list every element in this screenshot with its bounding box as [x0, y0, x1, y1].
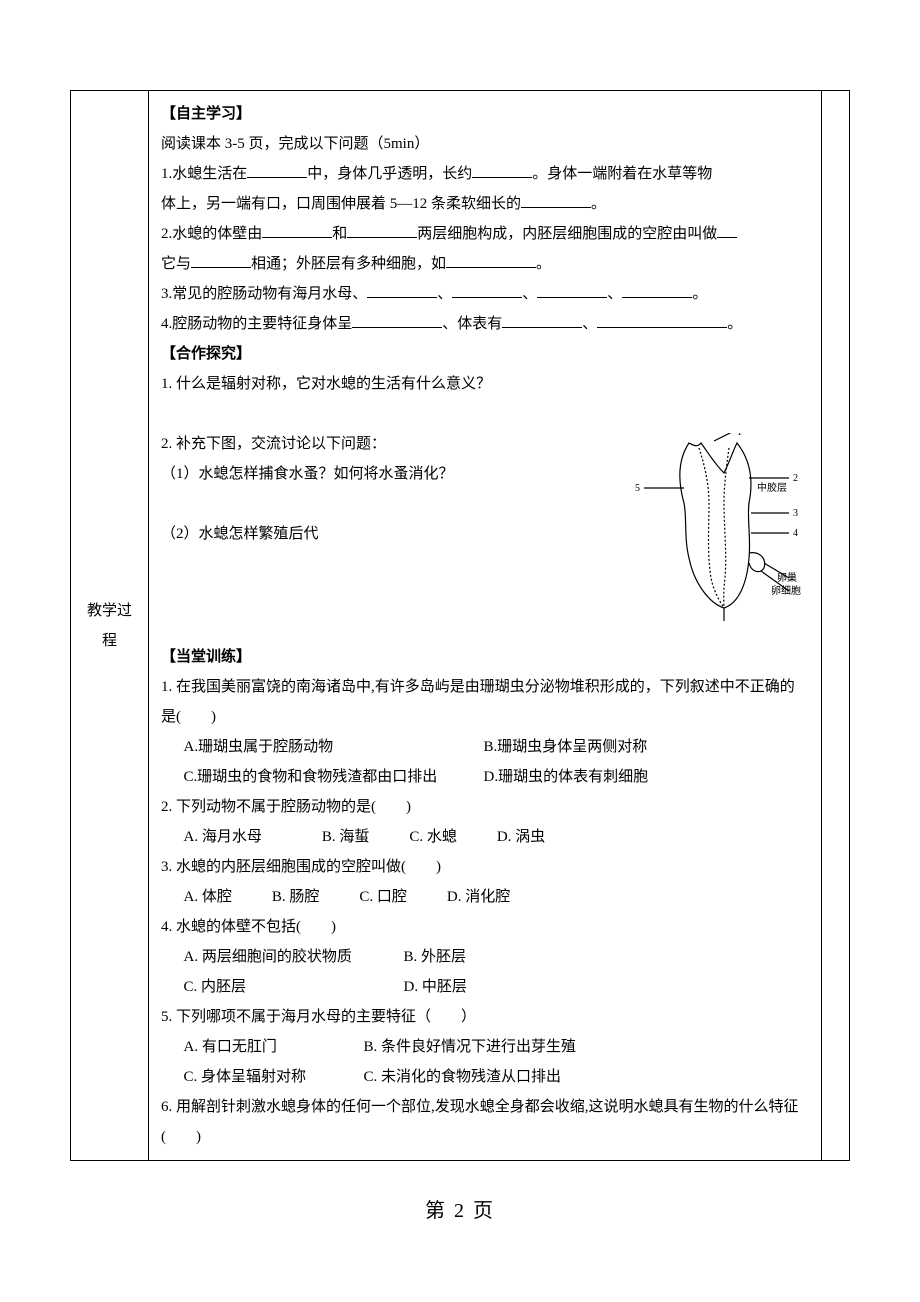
- opt-d: D. 中胚层: [404, 972, 467, 1002]
- diagram-label-4: 4: [793, 528, 798, 539]
- lesson-table: 教学过程 【自主学习】 阅读课本 3-5 页，完成以下问题（5min） 1.水螅…: [70, 90, 850, 1161]
- s3-q3-row: A. 体腔 B. 肠腔 C. 口腔 D. 消化腔: [161, 882, 809, 912]
- text: 。: [591, 196, 606, 212]
- diagram-label-egg: 卵细胞: [771, 584, 801, 597]
- s1-q1-l2: 体上，另一端有口，口周围伸展着 5—12 条柔软细长的 。: [161, 189, 809, 219]
- section-1-heading: 【自主学习】: [161, 99, 809, 129]
- text: 4.腔肠动物的主要特征身体呈: [161, 316, 352, 332]
- diagram-label-mid: 中胶层: [757, 481, 787, 494]
- s1-q4: 4.腔肠动物的主要特征身体呈 、体表有 、 。: [161, 309, 809, 339]
- blank: [717, 223, 737, 238]
- blank: [352, 313, 442, 328]
- section-2-heading: 【合作探究】: [161, 339, 809, 369]
- hydra-svg: 1 2 中胶层 3 4 5 卵巢 卵细胞: [629, 433, 809, 623]
- opt-c: C. 内胚层: [184, 972, 404, 1002]
- s1-intro: 阅读课本 3-5 页，完成以下问题（5min）: [161, 129, 809, 159]
- text: 。: [536, 256, 551, 272]
- text: 两层细胞构成，内胚层细胞围成的空腔由叫做: [417, 226, 717, 242]
- s3-q1-row1: A.珊瑚虫属于腔肠动物B.珊瑚虫身体呈两侧对称: [161, 732, 809, 762]
- spacer: [161, 399, 809, 429]
- opt-c: C. 水螅: [409, 822, 457, 852]
- s3-q6: 6. 用解剖针刺激水螅身体的任何一个部位,发现水螅全身都会收缩,这说明水螅具有生…: [161, 1092, 809, 1152]
- section-3-heading: 【当堂训练】: [161, 642, 809, 672]
- opt-b: B. 肠腔: [272, 882, 320, 912]
- opt-b: B. 外胚层: [404, 942, 467, 972]
- opt-a: A. 有口无肛门: [184, 1032, 364, 1062]
- opt-d: D.珊瑚虫的体表有刺细胞: [484, 762, 649, 792]
- text: 相通；外胚层有多种细胞，如: [251, 256, 446, 272]
- opt-b: B.珊瑚虫身体呈两侧对称: [484, 732, 648, 762]
- blank: [597, 313, 727, 328]
- opt-a: A. 两层细胞间的胶状物质: [184, 942, 404, 972]
- s3-q4-row2: C. 内胚层D. 中胚层: [161, 972, 809, 1002]
- s3-q5-row2: C. 身体呈辐射对称C. 未消化的食物残渣从口排出: [161, 1062, 809, 1092]
- blank: [347, 223, 417, 238]
- blank: [521, 193, 591, 208]
- text: 中，身体几乎透明，长约: [307, 166, 472, 182]
- text: 、体表有: [442, 316, 502, 332]
- right-margin-cell: [822, 91, 850, 1161]
- text: 2.水螅的体壁由: [161, 226, 262, 242]
- text: 体上，另一端有口，口周围伸展着 5—12 条柔软细长的: [161, 196, 521, 212]
- s3-q2: 2. 下列动物不属于腔肠动物的是( ): [161, 792, 809, 822]
- s3-q1: 1. 在我国美丽富饶的南海诸岛中,有许多岛屿是由珊瑚虫分泌物堆积形成的，下列叙述…: [161, 672, 809, 732]
- left-label-cell: 教学过程: [71, 91, 149, 1161]
- text: 、: [437, 286, 452, 302]
- opt-d: C. 未消化的食物残渣从口排出: [364, 1062, 562, 1092]
- blank: [622, 283, 692, 298]
- diagram-label-ovary: 卵巢: [777, 571, 797, 584]
- left-label: 教学过程: [87, 603, 132, 649]
- s2-q1: 1. 什么是辐射对称，它对水螅的生活有什么意义？: [161, 369, 809, 399]
- text: 1.水螅生活在: [161, 166, 247, 182]
- blank: [537, 283, 607, 298]
- text: 、: [522, 286, 537, 302]
- blank: [472, 163, 532, 178]
- opt-b: B. 海蜇: [322, 822, 370, 852]
- content-cell: 【自主学习】 阅读课本 3-5 页，完成以下问题（5min） 1.水螅生活在 中，…: [149, 91, 822, 1161]
- blank: [502, 313, 582, 328]
- opt-d: D. 涡虫: [497, 822, 545, 852]
- text: 、: [607, 286, 622, 302]
- diagram-label-1: 1: [737, 433, 742, 438]
- opt-a: A. 海月水母: [184, 822, 262, 852]
- s3-q4: 4. 水螅的体壁不包括( ): [161, 912, 809, 942]
- blank: [452, 283, 522, 298]
- opt-a: A.珊瑚虫属于腔肠动物: [184, 732, 484, 762]
- s3-q2-row: A. 海月水母 B. 海蜇 C. 水螅 D. 涡虫: [161, 822, 809, 852]
- text: 3.常见的腔肠动物有海月水母、: [161, 286, 367, 302]
- text: 。: [727, 316, 742, 332]
- blank: [262, 223, 332, 238]
- opt-c: C.珊瑚虫的食物和食物残渣都由口排出: [184, 762, 484, 792]
- s1-q2-l2: 它与 相通；外胚层有多种细胞，如 。: [161, 249, 809, 279]
- text: 、: [582, 316, 597, 332]
- page-footer: 第 2 页: [70, 1191, 850, 1231]
- text: 。身体一端附着在水草等物: [532, 166, 712, 182]
- text: 。: [692, 286, 707, 302]
- opt-c: C. 身体呈辐射对称: [184, 1062, 364, 1092]
- s3-q5-row1: A. 有口无肛门B. 条件良好情况下进行出芽生殖: [161, 1032, 809, 1062]
- opt-d: D. 消化腔: [447, 882, 510, 912]
- blank: [247, 163, 307, 178]
- s3-q1-row2: C.珊瑚虫的食物和食物残渣都由口排出D.珊瑚虫的体表有刺细胞: [161, 762, 809, 792]
- opt-a: A. 体腔: [184, 882, 232, 912]
- opt-b: B. 条件良好情况下进行出芽生殖: [364, 1032, 577, 1062]
- diagram-label-5: 5: [635, 483, 640, 494]
- diagram-label-3: 3: [793, 508, 798, 519]
- s3-q3: 3. 水螅的内胚层细胞围成的空腔叫做( ): [161, 852, 809, 882]
- s1-q1-l1: 1.水螅生活在 中，身体几乎透明，长约 。身体一端附着在水草等物: [161, 159, 809, 189]
- blank: [367, 283, 437, 298]
- text: 和: [332, 226, 347, 242]
- s3-q5: 5. 下列哪项不属于海月水母的主要特征（ ）: [161, 1002, 809, 1032]
- text: 它与: [161, 256, 191, 272]
- s1-q3: 3.常见的腔肠动物有海月水母、 、 、 、 。: [161, 279, 809, 309]
- s3-q4-row1: A. 两层细胞间的胶状物质B. 外胚层: [161, 942, 809, 972]
- opt-c: C. 口腔: [359, 882, 407, 912]
- hydra-diagram: 1 2 中胶层 3 4 5 卵巢 卵细胞: [629, 433, 809, 634]
- blank: [446, 253, 536, 268]
- diagram-label-2: 2: [793, 473, 798, 484]
- s1-q2-l1: 2.水螅的体壁由 和 两层细胞构成，内胚层细胞围成的空腔由叫做: [161, 219, 809, 249]
- blank: [191, 253, 251, 268]
